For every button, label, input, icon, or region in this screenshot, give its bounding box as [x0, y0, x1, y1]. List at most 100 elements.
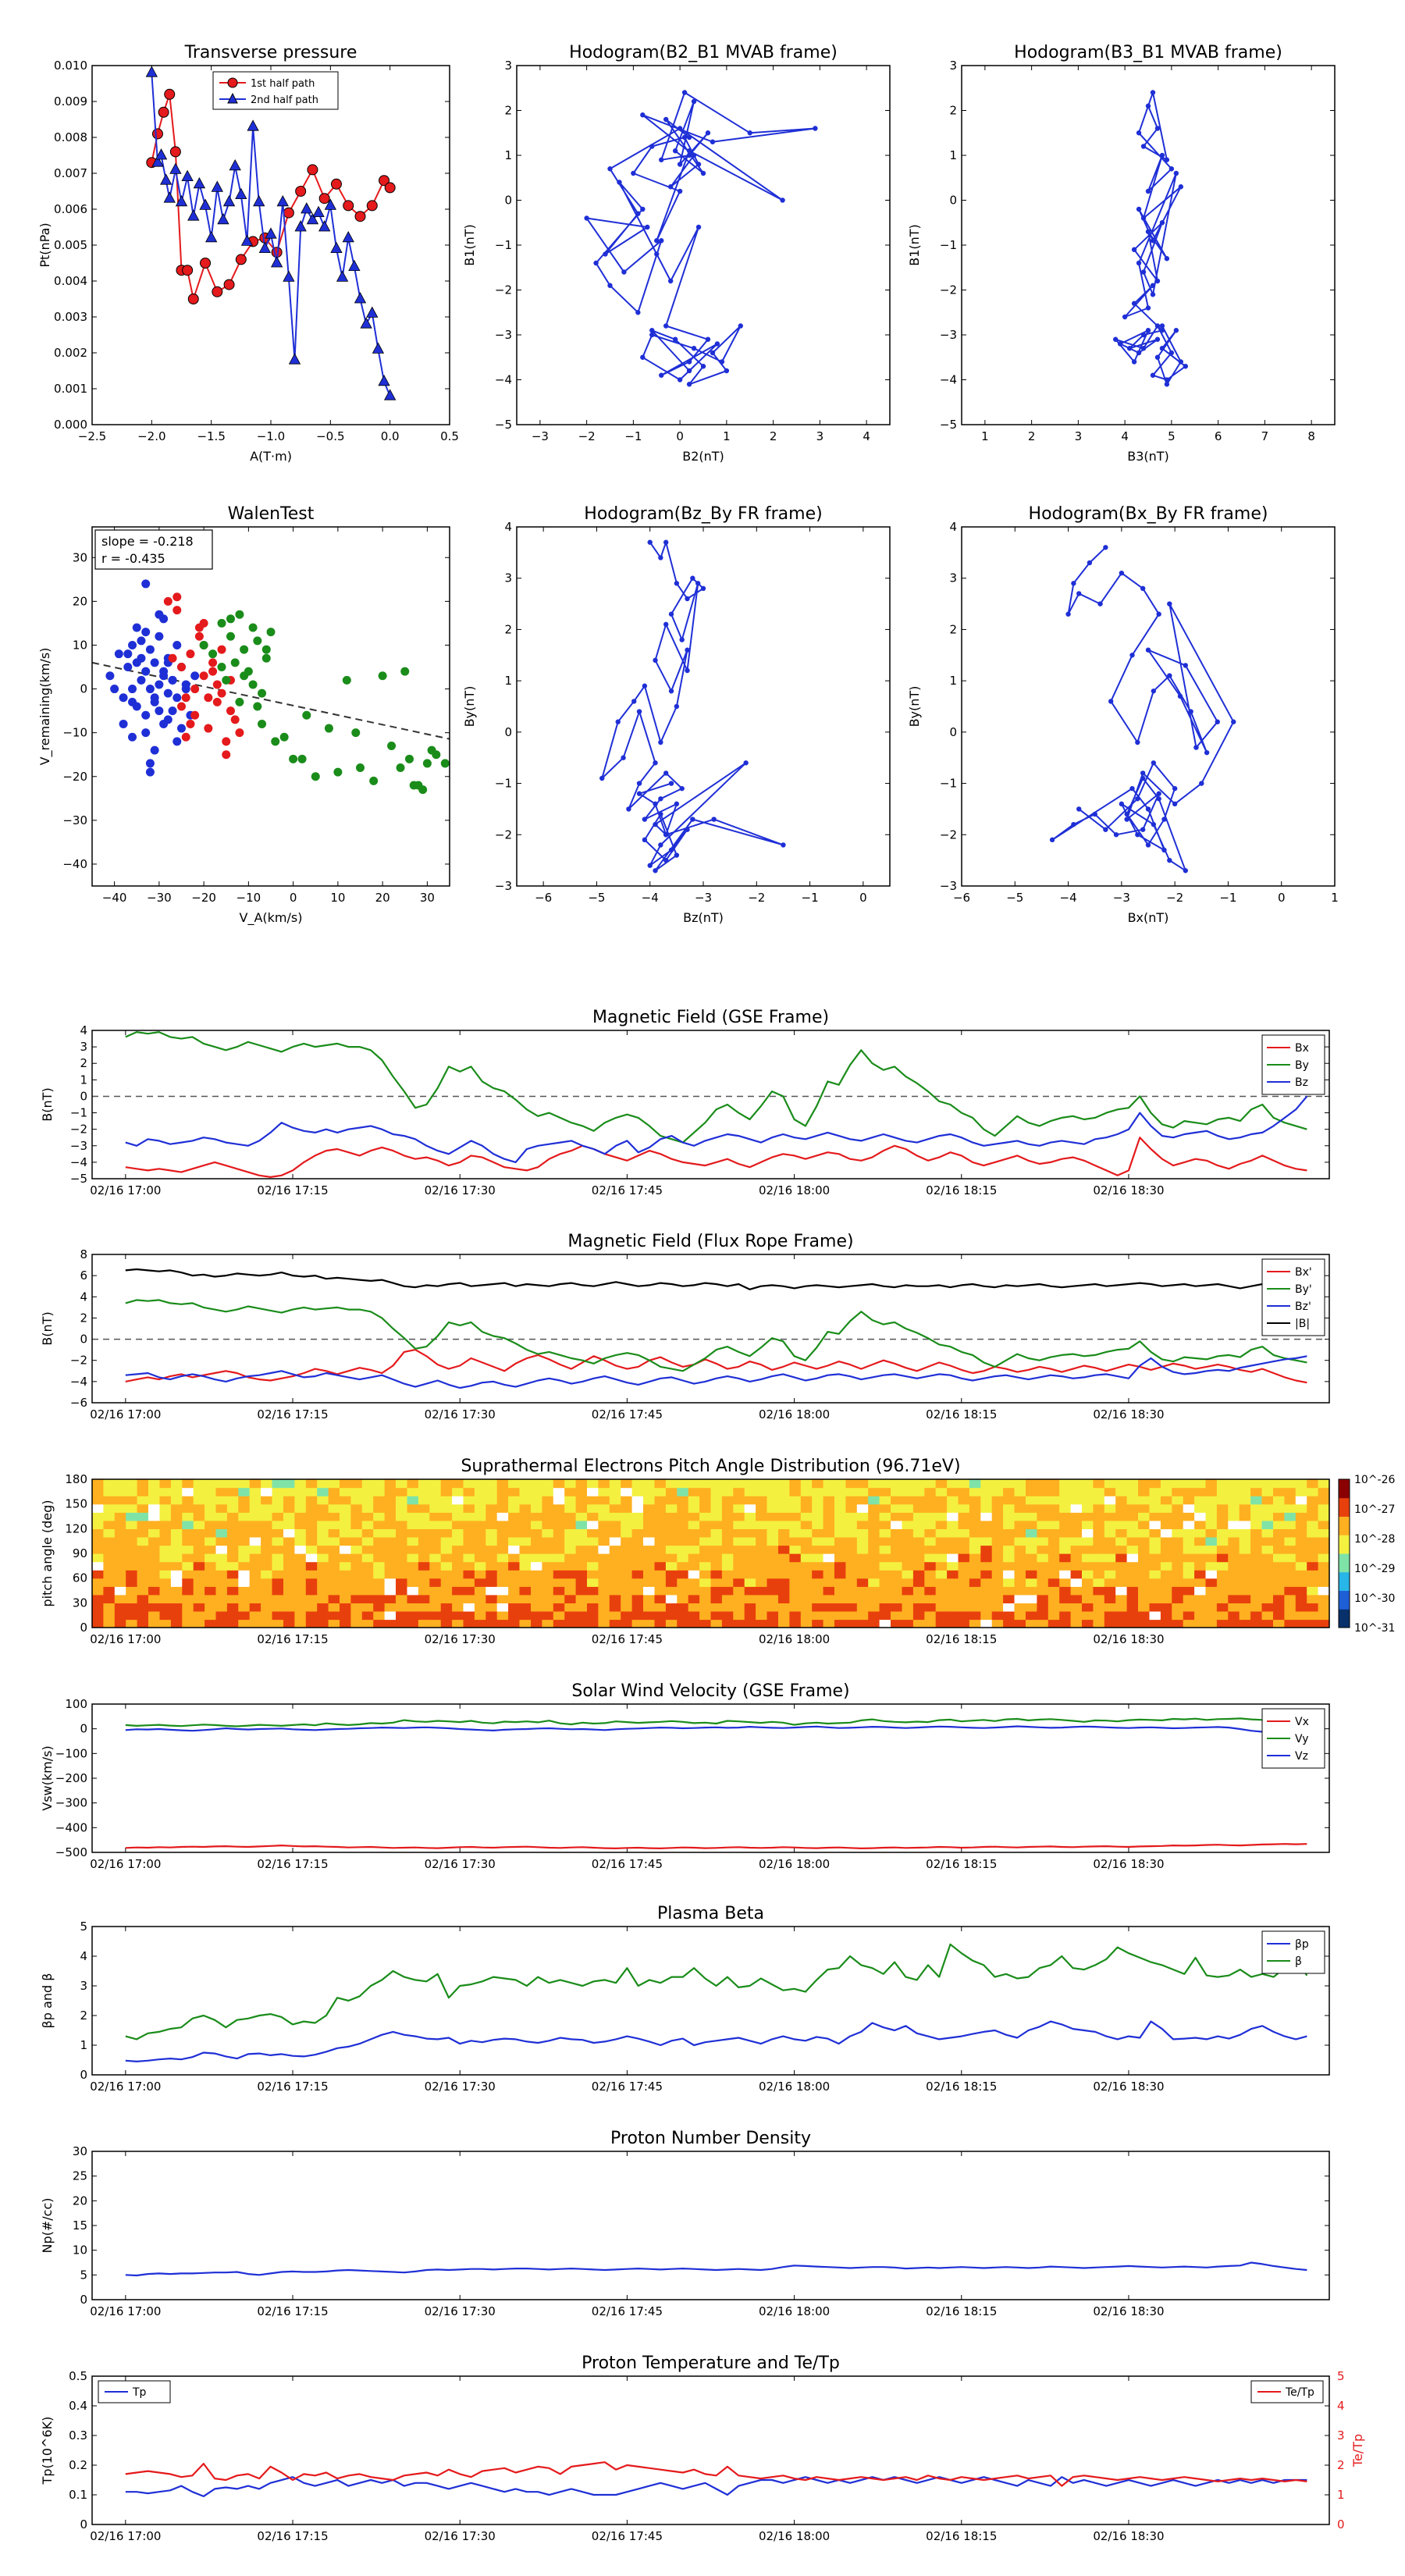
pitch-angle-cell: [1014, 1610, 1026, 1621]
hodogram-b3-b1-marker: [1164, 382, 1170, 387]
pitch-angle-cell: [440, 1561, 453, 1571]
pitch-angle-xtick-label: 02/16 17:45: [592, 1632, 663, 1646]
pitch-angle-cell: [148, 1619, 160, 1628]
pitch-angle-cell: [756, 1619, 768, 1628]
pitch-angle-cell: [373, 1561, 386, 1571]
pitch-angle-cell: [812, 1512, 824, 1521]
hodogram-bz-by-marker: [690, 575, 695, 581]
pitch-angle-cell: [1261, 1586, 1274, 1596]
walen-test-point: [369, 776, 379, 785]
pitch-angle-cell: [103, 1512, 116, 1521]
pitch-angle-cell: [486, 1578, 498, 1587]
pitch-angle-cell: [170, 1487, 183, 1496]
pitch-angle-cell: [407, 1570, 419, 1579]
walen-test-point: [132, 658, 141, 667]
pitch-angle-cell: [531, 1619, 542, 1628]
pitch-angle-cell: [1261, 1619, 1274, 1628]
proton-density-xtick-label: 02/16 17:15: [257, 2304, 328, 2318]
walen-test-point: [114, 649, 123, 659]
pitch-angle-cell: [1082, 1496, 1094, 1505]
pitch-angle-cell: [1037, 1545, 1049, 1554]
transverse-pressure-marker: [187, 294, 199, 304]
pitch-angle-cell: [1138, 1594, 1150, 1603]
pitch-angle-cell: [1126, 1512, 1139, 1521]
pitch-angle-cell: [429, 1603, 442, 1612]
pitch-angle-cell: [429, 1619, 442, 1628]
pitch-angle-cell: [1082, 1536, 1094, 1546]
pitch-angle-cell: [305, 1536, 318, 1546]
pitch-angle-cell: [463, 1594, 475, 1603]
pitch-angle-cell: [778, 1603, 790, 1612]
hodogram-b2-b1-marker: [607, 166, 613, 172]
walen-test-point: [155, 706, 164, 716]
pitch-angle-cell: [283, 1545, 295, 1554]
pitch-angle-cell: [407, 1512, 419, 1521]
pitch-angle-cell: [1003, 1487, 1016, 1496]
pitch-angle-cell: [912, 1496, 925, 1505]
pitch-angle-cell: [879, 1479, 891, 1489]
pitch-angle-cell: [688, 1496, 700, 1505]
walen-test-point: [266, 628, 276, 637]
walen-test-point: [163, 688, 173, 698]
pitch-angle-cell: [1115, 1520, 1128, 1529]
pitch-angle-cell: [340, 1619, 351, 1628]
hodogram-b3-b1-marker: [1173, 170, 1179, 176]
pitch-angle-cell: [631, 1619, 644, 1628]
pitch-angle-cell: [148, 1553, 160, 1563]
pitch-angle-cell: [283, 1503, 295, 1513]
mag-fr-ytick-label: 2: [80, 1311, 87, 1325]
pitch-angle-cell: [924, 1586, 937, 1596]
hodogram-bz-by-ytick-label: −2: [495, 827, 512, 841]
plasma-beta-xtick-label: 02/16 17:30: [425, 2080, 496, 2094]
pitch-angle-cell: [1003, 1610, 1016, 1621]
pitch-angle-title: Suprathermal Electrons Pitch Angle Distr…: [461, 1457, 960, 1476]
pitch-angle-cell: [767, 1594, 779, 1603]
pitch-angle-cell: [294, 1528, 307, 1538]
pitch-angle-cell: [710, 1536, 723, 1546]
walen-test-ytick-label: 10: [73, 638, 87, 652]
proton-temperature-xtick-label: 02/16 17:30: [425, 2529, 496, 2543]
pitch-angle-cell: [924, 1619, 937, 1628]
pitch-angle-cell: [1082, 1520, 1094, 1529]
hodogram-b2-b1-marker: [710, 350, 716, 356]
pitch-angle-cell: [159, 1479, 172, 1489]
walen-test-point: [279, 732, 289, 742]
pitch-angle-cell: [767, 1603, 779, 1612]
pitch-angle-cell: [879, 1570, 891, 1579]
pitch-angle-cell: [980, 1545, 993, 1554]
transverse-pressure-xtick-label: −0.5: [316, 429, 344, 443]
pitch-angle-cell: [958, 1496, 970, 1505]
pitch-angle-cell: [1307, 1619, 1319, 1628]
pitch-angle-cell: [1048, 1503, 1060, 1513]
hodogram-bx-by-marker: [1135, 739, 1140, 745]
pitch-angle-cell: [159, 1553, 172, 1563]
pitch-angle-cell: [429, 1520, 442, 1529]
pitch-angle-cell: [92, 1496, 104, 1505]
pitch-angle-cell: [688, 1545, 700, 1554]
pitch-angle-cell: [283, 1603, 295, 1612]
pitch-angle-cell: [396, 1545, 407, 1554]
pitch-angle-cell: [226, 1528, 239, 1538]
pitch-angle-cell: [170, 1586, 183, 1596]
pitch-angle-cell: [891, 1520, 902, 1529]
pitch-angle-cell: [1172, 1536, 1184, 1546]
pitch-angle-cell: [767, 1586, 779, 1596]
transverse-pressure-marker: [288, 353, 301, 365]
hodogram-bz-by-xtick-label: 0: [859, 891, 867, 905]
pitch-angle-cell: [1160, 1603, 1172, 1612]
pitch-angle-cell: [902, 1545, 914, 1554]
pitch-angle-cell: [1228, 1512, 1240, 1521]
pitch-angle-cell: [1239, 1520, 1251, 1529]
pitch-angle-cell: [1070, 1487, 1083, 1496]
transverse-pressure-marker: [163, 191, 176, 203]
pitch-angle-cell: [226, 1603, 239, 1612]
pitch-angle-cell: [1261, 1503, 1274, 1513]
proton-density-ytick-label: 0: [80, 2293, 87, 2307]
hodogram-bx-by-marker: [1151, 688, 1157, 694]
pitch-angle-cell: [1261, 1496, 1274, 1505]
transverse-pressure-xlabel: A(T·m): [250, 449, 292, 464]
walen-test-annotation-line: slope = -0.218: [101, 534, 194, 549]
pitch-angle-cell: [396, 1619, 407, 1628]
pitch-angle-cell: [721, 1594, 734, 1603]
pitch-angle-cell: [452, 1586, 464, 1596]
